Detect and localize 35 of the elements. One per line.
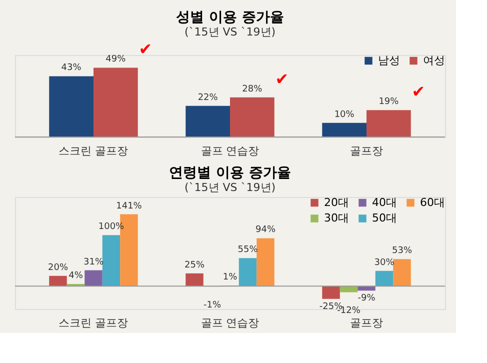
- legend-label: 60대: [420, 196, 445, 209]
- chart-subtitle: (`15년 VS `19년): [184, 181, 276, 194]
- x-tick-label: 스크린 골프장: [58, 316, 128, 330]
- legend-label: 남성: [378, 54, 400, 67]
- chart-title: 연령별 이용 증가율: [169, 165, 291, 181]
- legend-label: 50대: [372, 212, 397, 224]
- annotation: ✔: [412, 82, 426, 102]
- x-tick-label: 골프장: [350, 316, 384, 330]
- data-label: 43%: [61, 63, 82, 74]
- legend-label: 20대: [324, 196, 349, 209]
- annotation: ✔: [275, 69, 289, 88]
- data-label: 94%: [255, 225, 276, 236]
- legend-label: 여성: [423, 54, 445, 67]
- x-tick-label: 골프장: [350, 144, 384, 158]
- data-label: 19%: [378, 97, 400, 108]
- data-label: 4%: [68, 271, 84, 282]
- data-label: 22%: [198, 92, 218, 103]
- data-label: 53%: [392, 246, 412, 256]
- x-tick-label: 골프 연습장: [200, 144, 260, 158]
- chart-subtitle: (`15년 VS `19년): [184, 26, 276, 39]
- data-label: -9%: [358, 294, 376, 304]
- legend-label: 30대: [324, 212, 349, 224]
- annotation: ✔: [138, 40, 152, 59]
- x-tick-label: 골프 연습장: [200, 316, 260, 330]
- data-label: 1%: [222, 272, 238, 283]
- data-label: 141%: [116, 201, 142, 212]
- data-label: 25%: [184, 260, 205, 270]
- data-label: 49%: [106, 54, 126, 65]
- data-label: 28%: [242, 84, 263, 94]
- data-label: 20%: [48, 262, 68, 273]
- data-label: -1%: [203, 300, 222, 311]
- data-label: 10%: [334, 110, 355, 120]
- x-tick-label: 스크린 골프장: [58, 144, 128, 158]
- chart-title: 성별 이용 증가율: [176, 10, 284, 26]
- legend-label: 40대: [372, 196, 397, 209]
